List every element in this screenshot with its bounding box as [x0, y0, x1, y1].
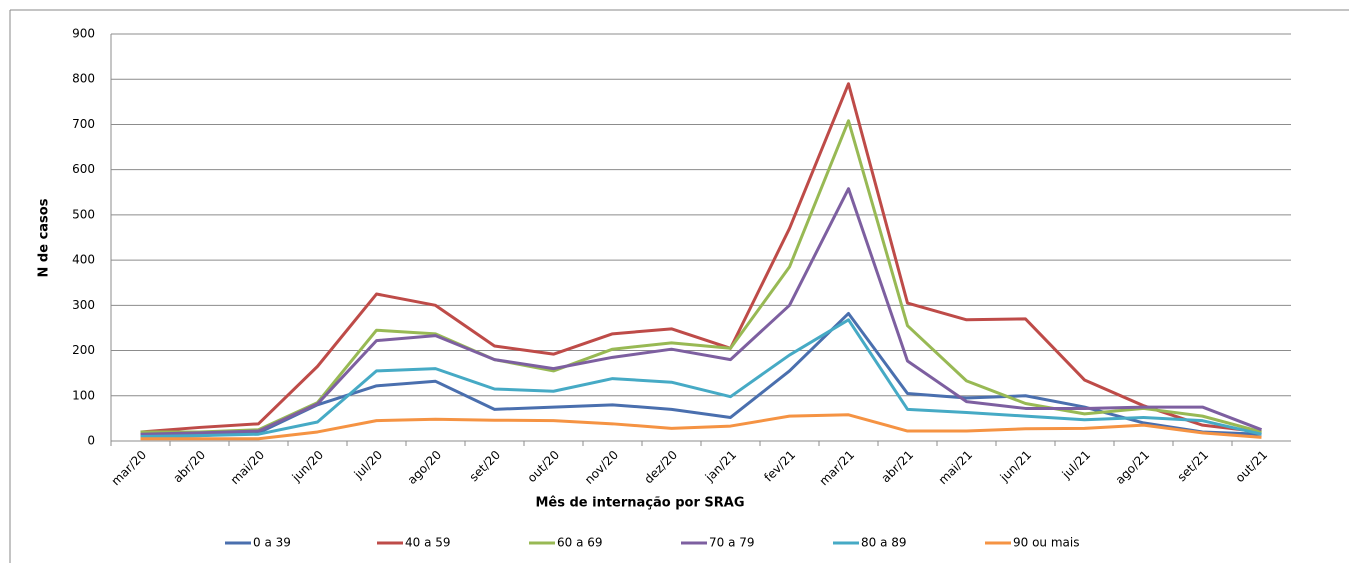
- x-tick-label: abr/21: [878, 448, 916, 486]
- x-axis-title: Mês de internação por SRAG: [535, 496, 744, 511]
- x-tick-label: set/21: [1175, 448, 1212, 485]
- y-tick-label: 700: [72, 117, 95, 131]
- series-line: [140, 82, 1262, 434]
- legend-label: 80 a 89: [861, 536, 907, 550]
- y-tick-label: 600: [72, 162, 95, 176]
- y-tick-label: 400: [72, 253, 95, 267]
- x-tick-label: jun/20: [289, 448, 326, 485]
- x-tick-label: nov/20: [582, 448, 621, 487]
- x-tick-label: jun/21: [997, 448, 1034, 485]
- legend-label: 60 a 69: [557, 536, 603, 550]
- legend-label: 90 ou mais: [1013, 536, 1079, 550]
- x-tick-label: mar/20: [109, 448, 150, 489]
- x-tick-label: mar/21: [817, 448, 858, 489]
- x-tick-label: dez/20: [641, 448, 680, 487]
- x-tick-label: abr/20: [170, 448, 208, 486]
- series-line: [140, 318, 1262, 438]
- y-tick-label: 800: [72, 72, 95, 86]
- x-tick-label: set/20: [467, 448, 504, 485]
- x-tick-label: jul/20: [351, 448, 385, 482]
- x-tick-label: ago/20: [405, 448, 444, 487]
- x-tick-label: jul/21: [1059, 448, 1093, 482]
- y-tick-label: 100: [72, 388, 95, 402]
- series-line: [140, 311, 1262, 438]
- x-tick-label: jan/21: [702, 448, 739, 485]
- x-tick-label: out/21: [1233, 448, 1270, 485]
- y-tick-label: 900: [72, 27, 95, 41]
- series-line: [140, 119, 1262, 434]
- y-tick-label: 200: [72, 343, 95, 357]
- series-line: [140, 413, 1262, 441]
- x-tick-label: out/20: [525, 448, 562, 485]
- legend-label: 40 a 59: [405, 536, 451, 550]
- series-line: [140, 187, 1263, 436]
- x-tick-label: ago/21: [1113, 448, 1152, 487]
- x-tick-label: mai/20: [228, 448, 267, 487]
- legend-label: 70 a 79: [709, 536, 755, 550]
- y-tick-label: 500: [72, 207, 95, 221]
- legend-label: 0 a 39: [253, 536, 291, 550]
- y-axis-title: N de casos: [37, 198, 52, 277]
- x-tick-label: mai/21: [936, 448, 975, 487]
- x-tick-label: fev/21: [761, 448, 798, 485]
- y-tick-label: 0: [87, 434, 95, 448]
- y-tick-label: 300: [72, 298, 95, 312]
